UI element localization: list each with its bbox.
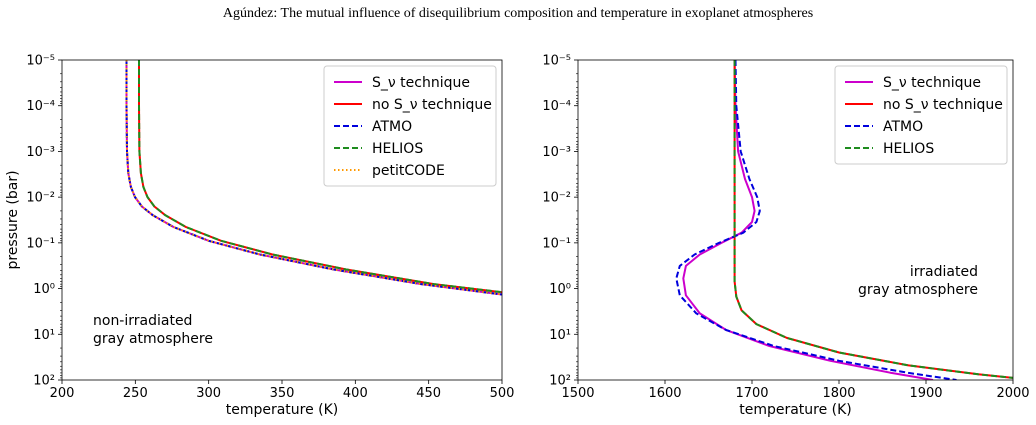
y-tick-label: 10⁻²: [26, 191, 55, 206]
legend-label: no S_ν technique: [883, 97, 1003, 113]
legend-label: ATMO: [372, 119, 412, 135]
y-tick-label: 10⁻⁵: [26, 54, 55, 69]
y-tick-label: 10⁰: [33, 282, 55, 297]
legend-label: petitCODE: [372, 163, 445, 179]
legend-label: ATMO: [883, 119, 923, 135]
annotation-text: irradiated: [910, 264, 978, 280]
x-tick-label: 250: [123, 386, 148, 401]
y-tick-label: 10²: [33, 374, 55, 389]
annotation-text: non-irradiated: [93, 313, 192, 329]
series-group: [125, 60, 502, 296]
y-tick-label: 10⁻³: [542, 145, 571, 160]
y-tick-label: 10²: [549, 374, 571, 389]
plot-frame: [61, 59, 503, 381]
y-tick-label: 10⁻⁴: [542, 99, 571, 114]
x-axis-label: temperature (K): [226, 402, 339, 418]
legend-label: HELIOS: [372, 141, 423, 157]
x-tick-label: 2000: [996, 386, 1029, 401]
y-axis-label: pressure (bar): [5, 170, 21, 269]
x-tick-label: 200: [50, 386, 75, 401]
series-group: [675, 60, 1013, 380]
x-tick-label: 1900: [909, 386, 942, 401]
y-tick-label: 10¹: [33, 328, 55, 343]
right-panel: 1500 1600 1700 1800 1900 2000 10⁻⁵ 10⁻⁴ 10⁻³ 10⁻²…: [542, 54, 1029, 419]
legend-label: S_ν technique: [372, 75, 470, 91]
x-tick-label: 1700: [735, 386, 768, 401]
series-line: [125, 60, 502, 296]
series-line: [138, 60, 502, 294]
legend-label: HELIOS: [883, 141, 934, 157]
x-tick-label: 400: [343, 386, 368, 401]
y-tick-label: 10⁻⁵: [542, 54, 571, 69]
page-header: Agúndez: The mutual influence of disequi…: [222, 6, 814, 21]
y-tick-label: 10⁻¹: [542, 236, 571, 251]
y-tick-label: 10⁻³: [26, 145, 55, 160]
y-tick-label: 10⁰: [549, 282, 571, 297]
legend: S_ν technique no S_ν technique ATMO HELIOS p…: [323, 65, 497, 187]
y-tick-label: 10⁻²: [542, 191, 571, 206]
x-axis-label: temperature (K): [739, 402, 852, 418]
annotation-text: gray atmosphere: [858, 282, 978, 298]
left-panel: 200 250 300 350 400 450 500 10⁻⁵ 10⁻⁴ 10⁻³ 10⁻² 10⁻…: [5, 54, 514, 419]
y-tick-label: 10⁻⁴: [26, 99, 55, 114]
x-tick-label: 300: [196, 386, 221, 401]
y-tick-label: 10⁻¹: [26, 236, 55, 251]
legend-label: no S_ν technique: [372, 97, 492, 113]
legend-label: S_ν technique: [883, 75, 981, 91]
x-tick-label: 1600: [648, 386, 681, 401]
legend-box: [834, 65, 1008, 165]
x-tick-label: 1800: [822, 386, 855, 401]
series-line: [675, 60, 957, 380]
y-tick-label: 10¹: [549, 328, 571, 343]
legend-box: [323, 65, 497, 187]
annotation-text: gray atmosphere: [93, 331, 213, 347]
x-tick-label: 500: [490, 386, 515, 401]
series-line: [682, 60, 934, 380]
x-tick-label: 1500: [561, 386, 594, 401]
plot-frame: [577, 59, 1014, 381]
series-line: [733, 60, 1013, 379]
x-tick-label: 350: [270, 386, 295, 401]
legend: S_ν technique no S_ν technique ATMO HELIOS: [834, 65, 1008, 165]
x-tick-label: 450: [416, 386, 441, 401]
